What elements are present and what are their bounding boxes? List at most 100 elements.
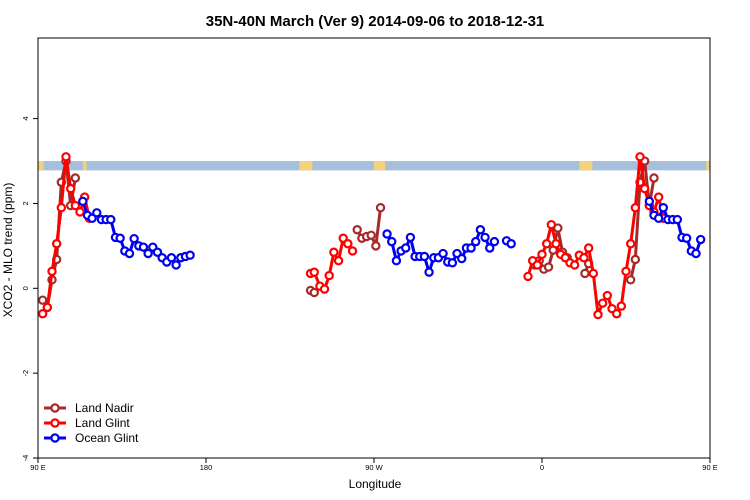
data-point xyxy=(602,290,613,301)
data-point xyxy=(309,267,319,277)
data-point xyxy=(489,236,500,247)
series-ocean-glint xyxy=(78,196,706,277)
legend-marker xyxy=(50,403,60,413)
data-point xyxy=(471,236,481,247)
data-point xyxy=(616,301,627,311)
data-point xyxy=(480,232,490,243)
chart-title: 35N-40N March (Ver 9) 2014-09-06 to 2018… xyxy=(206,13,545,30)
data-point xyxy=(621,266,631,277)
data-point xyxy=(106,214,116,225)
data-point xyxy=(579,253,589,263)
data-point xyxy=(523,271,533,282)
data-point xyxy=(611,309,622,319)
data-point xyxy=(593,309,603,320)
data-point xyxy=(424,267,434,277)
land-ocean-band xyxy=(38,161,710,171)
data-point xyxy=(485,243,495,253)
data-point xyxy=(447,258,458,268)
data-point xyxy=(324,270,334,281)
land-band-segment xyxy=(38,161,44,171)
data-point xyxy=(65,183,76,194)
data-point xyxy=(366,230,376,240)
land-band-segment xyxy=(374,161,386,171)
data-point xyxy=(124,248,135,259)
data-point xyxy=(588,268,599,279)
y-tick-label: -4 xyxy=(21,455,30,462)
data-point xyxy=(171,260,181,270)
data-point xyxy=(56,202,67,213)
data-point xyxy=(597,298,608,308)
data-point xyxy=(672,214,683,225)
data-point xyxy=(185,250,195,260)
data-point xyxy=(695,234,706,245)
legend-label: Land Nadir xyxy=(75,401,134,415)
data-point xyxy=(541,239,552,249)
data-point xyxy=(37,295,48,305)
data-point xyxy=(583,243,594,253)
data-point xyxy=(75,207,85,217)
data-point xyxy=(475,225,486,235)
data-point xyxy=(649,173,659,183)
data-point xyxy=(42,302,53,313)
data-point xyxy=(457,253,467,264)
data-point xyxy=(653,213,664,224)
x-axis: 90 E 180 90 W 0 90 E xyxy=(30,458,718,472)
data-point xyxy=(329,247,339,257)
data-point xyxy=(635,152,645,162)
data-point xyxy=(405,232,416,243)
data-point xyxy=(569,260,580,270)
data-point xyxy=(78,196,88,207)
data-point xyxy=(375,202,386,213)
data-point xyxy=(61,152,71,162)
land-band-segment xyxy=(706,161,710,171)
data-point xyxy=(466,243,476,253)
legend-label: Ocean Glint xyxy=(75,431,139,445)
y-tick-label: 2 xyxy=(21,201,30,205)
data-point xyxy=(352,225,362,235)
data-point xyxy=(438,248,448,259)
y-tick-label: 4 xyxy=(21,117,30,121)
data-point xyxy=(47,266,57,277)
data-point xyxy=(551,239,561,249)
series-line xyxy=(526,155,665,317)
data-point xyxy=(532,260,543,270)
data-point xyxy=(129,233,139,244)
series-line xyxy=(41,155,91,315)
data-point xyxy=(401,243,411,253)
data-point xyxy=(537,249,547,260)
data-point xyxy=(630,202,641,213)
data-point xyxy=(319,284,330,294)
data-point xyxy=(625,275,636,285)
data-point xyxy=(625,239,636,249)
data-point xyxy=(166,253,177,263)
y-axis: -4 -2 0 2 4 xyxy=(21,117,38,462)
data-point xyxy=(681,233,692,243)
x-tick-label: 90 E xyxy=(30,463,45,472)
legend-label: Land Glint xyxy=(75,416,130,430)
data-point xyxy=(658,202,669,213)
x-tick-label: 0 xyxy=(540,463,544,472)
data-point xyxy=(506,239,516,249)
legend-marker xyxy=(50,433,60,443)
data-point xyxy=(382,229,392,239)
legend-marker xyxy=(50,418,60,428)
data-point xyxy=(644,196,655,207)
x-tick-label: 90 W xyxy=(365,463,383,472)
data-point xyxy=(51,239,62,249)
data-point xyxy=(37,309,48,319)
land-band-segment xyxy=(579,161,593,171)
data-point xyxy=(546,219,557,230)
data-point xyxy=(333,256,344,266)
data-point xyxy=(691,248,701,259)
data-point xyxy=(630,254,641,265)
data-point xyxy=(639,183,650,194)
data-point xyxy=(419,251,430,262)
data-point xyxy=(653,192,664,202)
data-point xyxy=(391,256,402,266)
data-point xyxy=(347,246,358,256)
y-tick-label: -2 xyxy=(21,370,30,377)
series-layer xyxy=(37,152,706,320)
data-point xyxy=(70,200,81,211)
x-axis-label: Longitude xyxy=(349,477,402,491)
